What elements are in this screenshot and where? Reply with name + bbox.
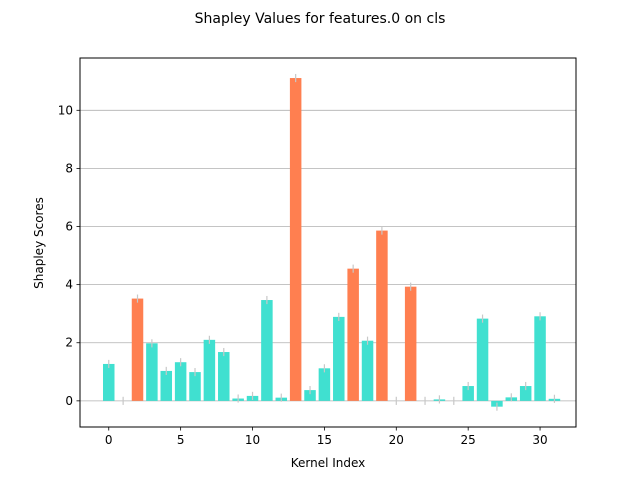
bar (534, 316, 546, 401)
bar (160, 370, 173, 401)
plot-frame (79, 57, 577, 428)
y-tick-label: 10 (58, 103, 73, 117)
x-tick-label: 5 (177, 433, 185, 447)
x-tick-label: 15 (317, 433, 332, 447)
bar (261, 300, 273, 401)
y-tick-label: 4 (65, 278, 73, 292)
bar (361, 340, 374, 401)
x-axis-label: Kernel Index (291, 456, 366, 470)
x-tick-label: 25 (461, 433, 476, 447)
bar (476, 318, 489, 401)
y-tick-label: 6 (65, 220, 73, 234)
bar (203, 339, 216, 401)
bar (174, 362, 187, 401)
bar-series (103, 78, 561, 407)
bar (289, 78, 302, 401)
bar (376, 230, 388, 401)
x-tick-label: 30 (532, 433, 547, 447)
y-tick-label: 0 (65, 394, 73, 408)
bar (404, 286, 417, 401)
bar (347, 268, 359, 401)
chart-title: Shapley Values for features.0 on cls (195, 11, 446, 27)
bar (304, 390, 316, 401)
bar (146, 343, 158, 401)
x-tick-label: 10 (245, 433, 260, 447)
bar (131, 298, 144, 401)
y-axis-ticks: 0 2 4 6 8 10 (58, 103, 80, 408)
x-axis-ticks: 0 5 10 15 20 25 30 (105, 427, 548, 447)
bar (462, 386, 474, 401)
y-tick-label: 2 (65, 336, 73, 350)
y-axis-label: Shapley Scores (32, 197, 46, 289)
x-tick-label: 0 (105, 433, 113, 447)
bar (519, 386, 532, 401)
bar (189, 372, 201, 401)
bar (103, 363, 115, 401)
bar (333, 316, 345, 401)
error-bars (108, 73, 556, 411)
bar (218, 352, 230, 401)
x-tick-label: 20 (389, 433, 404, 447)
y-tick-label: 8 (65, 161, 73, 175)
bar (318, 368, 331, 401)
